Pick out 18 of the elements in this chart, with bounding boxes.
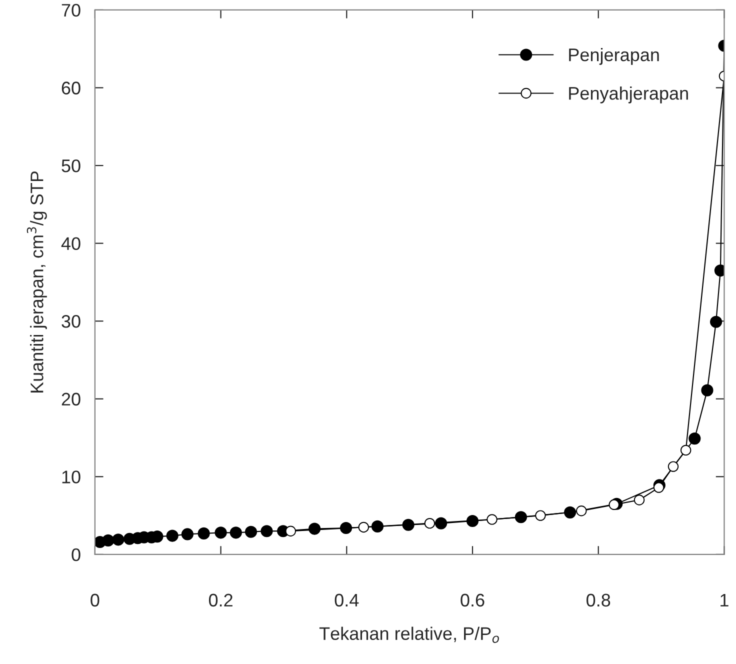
y-tick-label: 10 — [62, 470, 80, 484]
y-tick-label: 0 — [72, 548, 80, 562]
x-axis-title: Tekanan relative, P/P$_{o}$ — [319, 626, 499, 643]
x-tick-label: 0.2 — [208, 594, 232, 607]
legend-label: Penyahjerapan — [569, 86, 688, 104]
x-tick-label: 0.6 — [460, 594, 484, 607]
y-axis-title: Kuantiti jerapan, cm$^{3}$/g STP — [26, 171, 47, 392]
y-tick-label: 70 — [62, 4, 80, 17]
x-tick-label: 1 — [720, 594, 728, 606]
y-tick-label: 60 — [62, 82, 80, 94]
x-tick-label: 0.4 — [334, 594, 359, 607]
y-tick-label: 20 — [62, 392, 80, 406]
x-tick-label: 0 — [90, 594, 100, 607]
legend-label: Penjerapan — [569, 48, 659, 65]
y-tick-label: 40 — [61, 237, 80, 250]
x-tick-label: 0.8 — [586, 594, 610, 607]
y-tick-label: 50 — [62, 159, 80, 172]
y-tick-label: 30 — [62, 315, 80, 328]
